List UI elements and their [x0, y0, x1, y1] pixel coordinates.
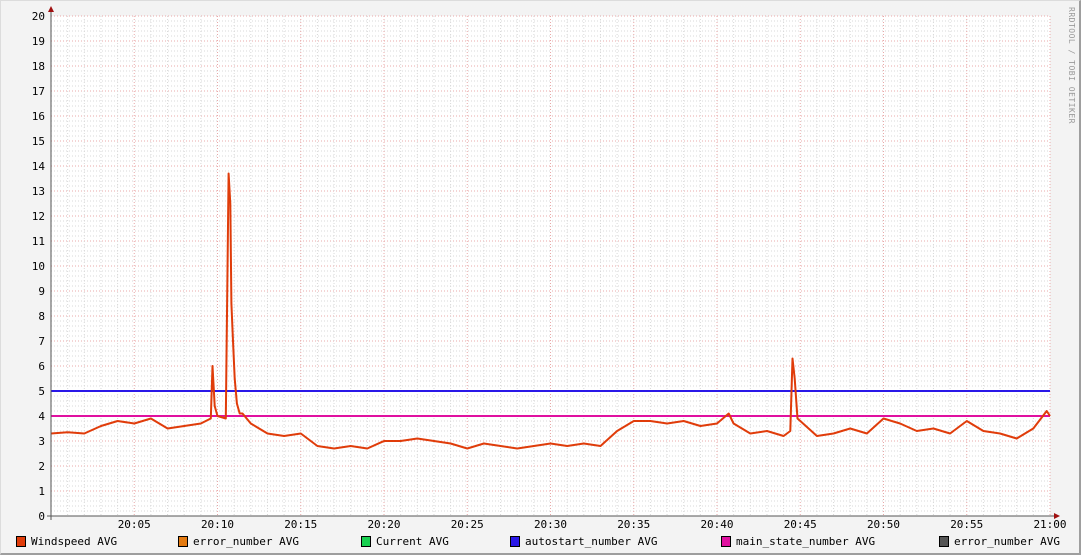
legend-label: error_number AVG — [193, 535, 299, 548]
x-tick-label: 20:55 — [950, 518, 983, 531]
legend-label: Windspeed AVG — [31, 535, 118, 548]
x-tick-label: 20:30 — [534, 518, 567, 531]
legend-item: autostart_number AVG — [510, 535, 657, 548]
series-line-windspeed-avg — [50, 172, 1051, 450]
legend-swatch — [361, 536, 371, 547]
y-tick-label: 20 — [32, 10, 45, 23]
y-tick-label: 6 — [38, 360, 45, 373]
y-tick-label: 17 — [32, 85, 45, 98]
legend-label: main_state_number AVG — [736, 535, 876, 548]
x-axis-arrow — [1054, 513, 1060, 519]
x-tick-label: 20:45 — [784, 518, 817, 531]
y-tick-label: 9 — [38, 285, 45, 298]
y-tick-label: 15 — [32, 135, 45, 148]
legend-item: main_state_number AVG — [721, 535, 875, 548]
y-tick-label: 2 — [38, 460, 45, 473]
x-tick-label: 20:50 — [867, 518, 900, 531]
watermark: RRDTOOL / TOBI OETIKER — [1067, 7, 1076, 124]
y-tick-label: 19 — [32, 35, 45, 48]
legend-swatch — [721, 536, 731, 547]
legend-item: Current AVG — [361, 535, 449, 548]
x-tick-label: 20:25 — [451, 518, 484, 531]
x-tick-label: 20:05 — [118, 518, 151, 531]
legend-swatch — [939, 536, 949, 547]
series-lines — [50, 172, 1051, 450]
y-tick-label: 13 — [32, 185, 45, 198]
y-tick-label: 0 — [38, 510, 45, 523]
x-tick-label: 20:35 — [617, 518, 650, 531]
y-tick-label: 1 — [38, 485, 45, 498]
y-tick-label: 8 — [38, 310, 45, 323]
y-tick-label: 12 — [32, 210, 45, 223]
y-tick-label: 18 — [32, 60, 45, 73]
y-tick-label: 3 — [38, 435, 45, 448]
legend-swatch — [178, 536, 188, 547]
y-tick-label: 7 — [38, 335, 45, 348]
legend-item: Windspeed AVG — [16, 535, 117, 548]
legend-label: autostart_number AVG — [525, 535, 658, 548]
axes — [47, 6, 1060, 520]
legend-swatch — [510, 536, 520, 547]
y-tick-label: 16 — [32, 110, 45, 123]
y-axis-arrow — [48, 6, 54, 12]
y-tick-label: 4 — [38, 410, 45, 423]
x-tick-label: 21:00 — [1033, 518, 1066, 531]
legend-swatch — [16, 536, 26, 547]
legend-item: error_number AVG — [939, 535, 1060, 548]
legend: Windspeed AVG error_number AVG Current AVG… — [1, 535, 1079, 551]
y-tick-label: 10 — [32, 260, 45, 273]
x-tick-label: 20:20 — [367, 518, 400, 531]
legend-label: error_number AVG — [954, 535, 1060, 548]
grid — [50, 15, 1051, 517]
y-tick-label: 5 — [38, 385, 45, 398]
x-tick-label: 20:10 — [201, 518, 234, 531]
y-tick-label: 14 — [32, 160, 46, 173]
y-tick-label: 11 — [32, 235, 45, 248]
legend-item: error_number AVG — [178, 535, 299, 548]
x-ticks: 20:05 20:10 20:15 20:20 20:25 20:30 20:35 20:40… — [118, 518, 1067, 531]
legend-label: Current AVG — [376, 535, 449, 548]
x-tick-label: 20:15 — [284, 518, 317, 531]
x-tick-label: 20:40 — [700, 518, 733, 531]
